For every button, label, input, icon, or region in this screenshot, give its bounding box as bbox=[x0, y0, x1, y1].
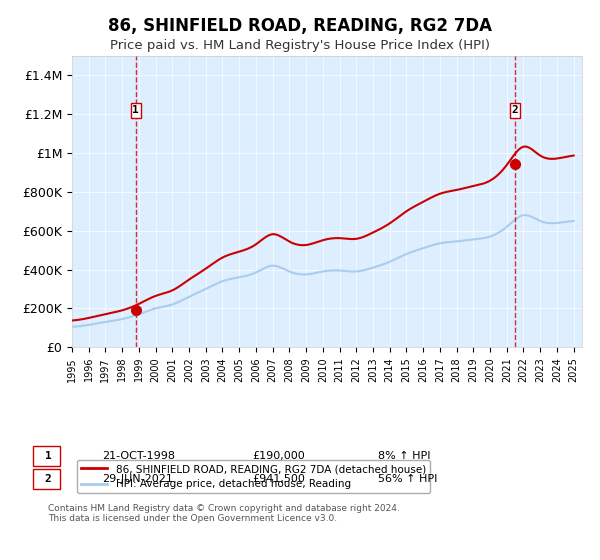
Text: 8% ↑ HPI: 8% ↑ HPI bbox=[378, 451, 431, 461]
Text: 2: 2 bbox=[44, 474, 52, 484]
Text: 29-JUN-2021: 29-JUN-2021 bbox=[102, 474, 173, 484]
Text: £941,500: £941,500 bbox=[252, 474, 305, 484]
Text: 1: 1 bbox=[44, 451, 52, 461]
FancyBboxPatch shape bbox=[510, 102, 520, 118]
Legend: 86, SHINFIELD ROAD, READING, RG2 7DA (detached house), HPI: Average price, detac: 86, SHINFIELD ROAD, READING, RG2 7DA (de… bbox=[77, 460, 430, 493]
Text: Price paid vs. HM Land Registry's House Price Index (HPI): Price paid vs. HM Land Registry's House … bbox=[110, 39, 490, 52]
FancyBboxPatch shape bbox=[131, 102, 140, 118]
Text: £190,000: £190,000 bbox=[252, 451, 305, 461]
Text: 86, SHINFIELD ROAD, READING, RG2 7DA: 86, SHINFIELD ROAD, READING, RG2 7DA bbox=[108, 17, 492, 35]
Text: 56% ↑ HPI: 56% ↑ HPI bbox=[378, 474, 437, 484]
Text: Contains HM Land Registry data © Crown copyright and database right 2024.
This d: Contains HM Land Registry data © Crown c… bbox=[48, 504, 400, 524]
Text: 21-OCT-1998: 21-OCT-1998 bbox=[102, 451, 175, 461]
Text: 2: 2 bbox=[512, 105, 518, 115]
Text: 1: 1 bbox=[132, 105, 139, 115]
